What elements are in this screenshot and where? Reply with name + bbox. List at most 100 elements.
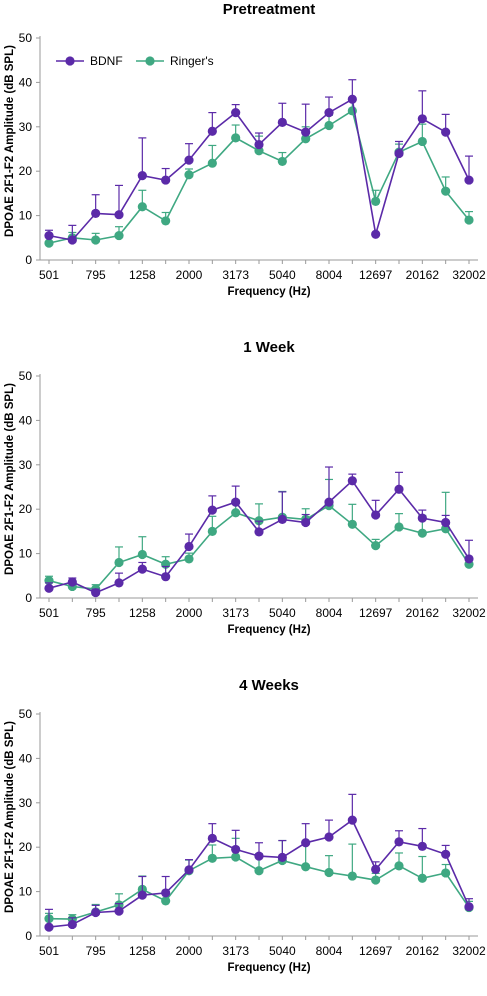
data-point bbox=[417, 114, 427, 124]
chart-4-weeks: 4 Weeks 0 10 20 30 40 50 501 795 1258 2000 3173 5040… bbox=[0, 676, 487, 996]
x-tick-label: 501 bbox=[39, 944, 59, 958]
data-point bbox=[324, 867, 334, 878]
data-point bbox=[207, 526, 217, 536]
data-point bbox=[347, 519, 357, 529]
y-tick-label: 40 bbox=[19, 413, 33, 427]
x-tick-label: 32002 bbox=[452, 268, 486, 282]
x-tick-label: 795 bbox=[86, 606, 106, 620]
y-tick-label: 40 bbox=[19, 751, 33, 765]
chart-title: Pretreatment bbox=[223, 1, 316, 18]
data-point bbox=[231, 497, 241, 507]
data-point bbox=[44, 583, 54, 593]
legend-marker bbox=[145, 56, 155, 66]
x-tick-label: 12697 bbox=[359, 944, 393, 958]
x-axis-label: Frequency (Hz) bbox=[227, 962, 310, 974]
data-point bbox=[417, 841, 427, 851]
data-point bbox=[394, 837, 404, 847]
data-point bbox=[184, 554, 194, 564]
data-point bbox=[137, 202, 147, 212]
data-point bbox=[417, 873, 427, 883]
data-point bbox=[161, 888, 171, 898]
data-point bbox=[254, 866, 264, 876]
data-point bbox=[161, 572, 171, 582]
data-point bbox=[254, 527, 264, 537]
data-point bbox=[91, 588, 101, 598]
chart-pretreatment: Pretreatment 0 10 20 30 40 50 501 795 1258 2000 317… bbox=[0, 0, 487, 320]
data-point bbox=[184, 155, 194, 165]
y-tick-label: 10 bbox=[19, 547, 33, 561]
x-tick-label: 3173 bbox=[222, 606, 249, 620]
data-point bbox=[464, 215, 474, 225]
data-point bbox=[231, 844, 241, 855]
x-tick-label: 32002 bbox=[452, 606, 486, 620]
legend-marker bbox=[65, 56, 75, 66]
x-tick-label: 8004 bbox=[316, 268, 343, 282]
y-tick-label: 0 bbox=[25, 591, 32, 605]
data-point bbox=[67, 577, 77, 587]
legend-label: Ringer's bbox=[170, 54, 214, 68]
x-tick-label: 8004 bbox=[316, 944, 343, 958]
x-tick-label: 1258 bbox=[129, 944, 156, 958]
data-point bbox=[114, 906, 124, 916]
data-point bbox=[324, 832, 334, 842]
data-point bbox=[161, 896, 171, 906]
x-tick-label: 1258 bbox=[129, 606, 156, 620]
x-tick-label: 20162 bbox=[406, 268, 440, 282]
data-point bbox=[464, 554, 474, 564]
y-axis-label: DPOAE 2F1-F2 Amplitude (dB SPL) bbox=[4, 45, 16, 237]
series-line bbox=[48, 98, 470, 241]
chart-1-week: 1 Week 0 10 20 30 40 50 501 795 1258 2000 3173 5040 8… bbox=[0, 338, 487, 658]
x-tick-label: 12697 bbox=[359, 606, 393, 620]
data-point bbox=[464, 175, 474, 185]
legend: BDNF Ringer's bbox=[56, 54, 214, 68]
y-tick-label: 50 bbox=[19, 31, 33, 45]
chart-title: 4 Weeks bbox=[239, 677, 299, 694]
chart-svg: 4 Weeks 0 10 20 30 40 50 501 795 1258 2000 3173 5040… bbox=[4, 677, 486, 974]
data-point bbox=[184, 865, 194, 875]
data-point bbox=[161, 216, 171, 226]
data-point bbox=[184, 170, 194, 180]
data-point bbox=[347, 94, 357, 104]
data-point bbox=[347, 815, 357, 825]
x-tick-label: 501 bbox=[39, 606, 59, 620]
x-tick-label: 8004 bbox=[316, 606, 343, 620]
data-point bbox=[441, 127, 451, 137]
data-point bbox=[44, 922, 54, 932]
series-ringers bbox=[44, 99, 474, 248]
y-tick-label: 0 bbox=[25, 929, 32, 943]
data-point bbox=[301, 517, 311, 528]
data-point bbox=[67, 919, 77, 930]
data-point bbox=[394, 484, 404, 494]
series-ringers bbox=[44, 478, 474, 594]
series-bdnf bbox=[44, 793, 474, 932]
data-point bbox=[137, 549, 147, 560]
data-point bbox=[207, 853, 217, 863]
x-tick-label: 2000 bbox=[176, 606, 203, 620]
y-tick-label: 20 bbox=[19, 840, 33, 854]
data-point bbox=[301, 127, 311, 137]
data-point bbox=[417, 136, 427, 147]
series-bdnf bbox=[44, 79, 474, 245]
data-point bbox=[371, 229, 381, 239]
x-tick-label: 32002 bbox=[452, 944, 486, 958]
y-tick-label: 20 bbox=[19, 164, 33, 178]
data-point bbox=[231, 133, 241, 143]
data-point bbox=[137, 564, 147, 574]
y-tick-label: 10 bbox=[19, 885, 33, 899]
x-tick-label: 5040 bbox=[269, 944, 296, 958]
data-point bbox=[277, 156, 287, 167]
series-line bbox=[48, 109, 470, 244]
data-point bbox=[184, 541, 194, 552]
y-tick-label: 50 bbox=[19, 707, 33, 721]
data-point bbox=[231, 107, 241, 118]
data-point bbox=[207, 126, 217, 136]
data-point bbox=[417, 513, 427, 523]
x-tick-label: 12697 bbox=[359, 268, 393, 282]
y-tick-label: 30 bbox=[19, 120, 33, 134]
data-point bbox=[44, 238, 54, 248]
data-point bbox=[347, 476, 357, 486]
x-tick-label: 1258 bbox=[129, 268, 156, 282]
y-tick-label: 40 bbox=[19, 75, 33, 89]
data-point bbox=[254, 139, 264, 150]
data-point bbox=[324, 497, 334, 507]
